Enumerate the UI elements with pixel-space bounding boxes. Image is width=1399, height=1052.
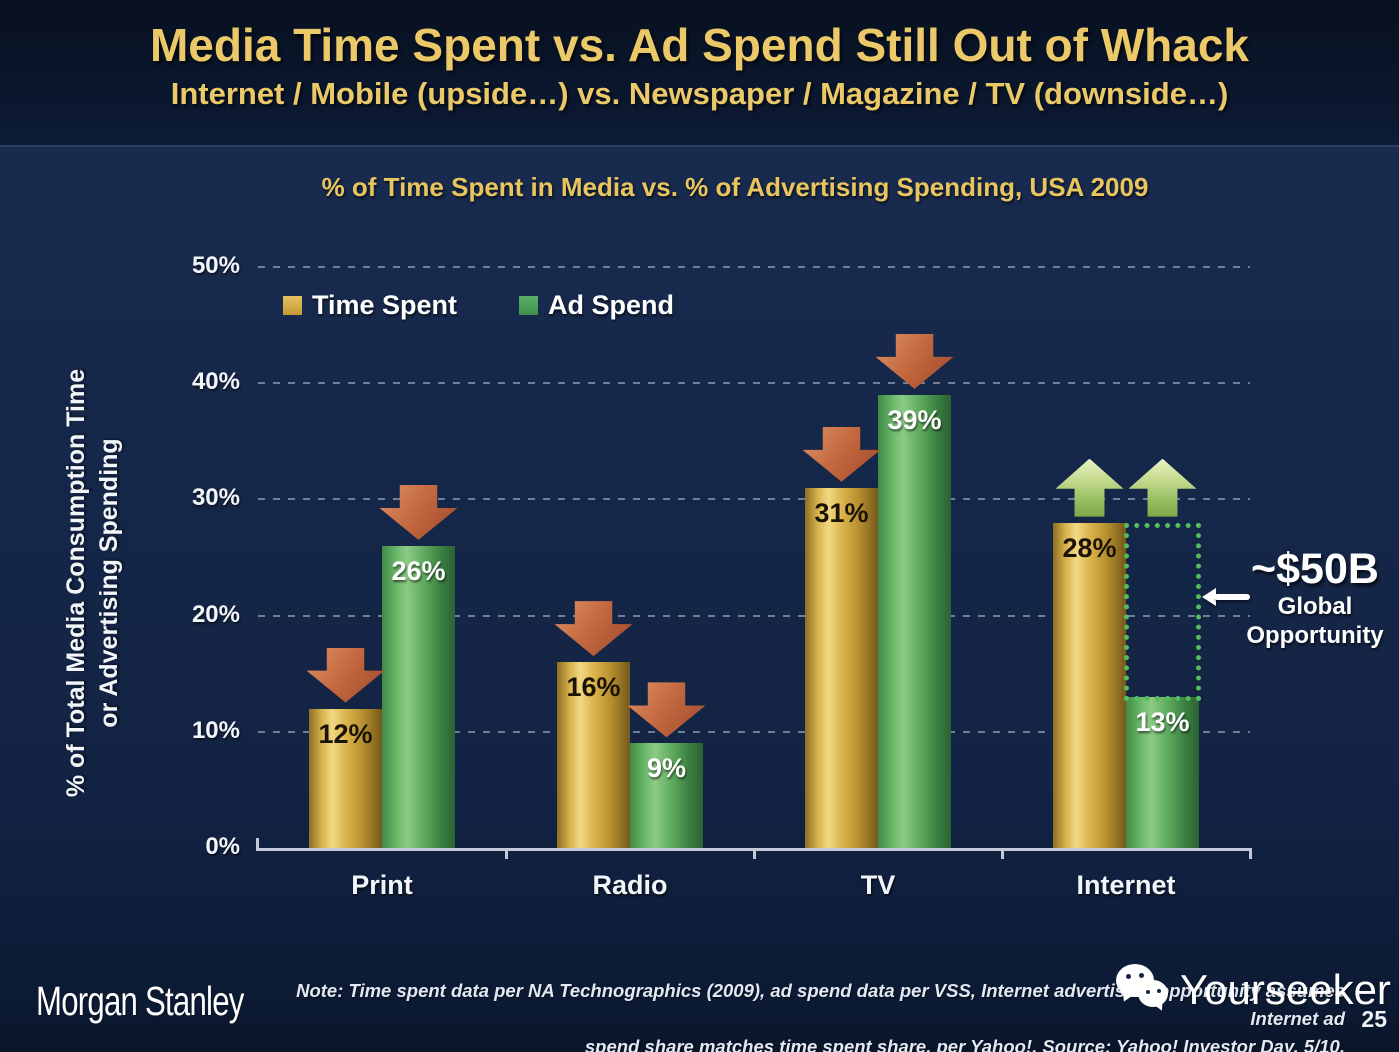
down-arrow-icon-tv-0	[802, 426, 881, 482]
legend-swatch-gold-icon	[283, 296, 302, 315]
category-label-print: Print	[351, 870, 413, 900]
annotation-left-arrow-icon	[1202, 588, 1252, 606]
slide-subtitle: Internet / Mobile (upside…) vs. Newspape…	[170, 76, 1229, 111]
annotation-line2: Global	[1277, 593, 1353, 620]
legend-item-ad-spend: Ad Spend	[519, 290, 674, 321]
bar-internet-time-spent	[1053, 522, 1126, 848]
down-arrow-icon-radio-1	[627, 682, 706, 738]
annotation-headline: ~$50B	[1251, 545, 1379, 593]
x-axis-tick-start	[256, 838, 259, 848]
gridline-40%	[258, 382, 1250, 385]
gridline-20%	[258, 614, 1250, 617]
chart-title: % of Time Spent in Media vs. % of Advert…	[321, 172, 1149, 202]
chart-legend: Time Spent Ad Spend	[283, 290, 674, 321]
value-label-radio-time-spent: 16%	[566, 672, 621, 703]
up-arrow-icon-internet-1	[1128, 458, 1197, 517]
value-label-tv-ad-spend: 39%	[887, 404, 942, 435]
annotation-line3: Opportunity	[1246, 622, 1384, 649]
slide-header: Media Time Spent vs. Ad Spend Still Out …	[0, 0, 1399, 147]
bar-radio-ad-spend	[630, 743, 703, 848]
x-axis-tick-3	[1001, 850, 1004, 859]
footnote-line1: Note: Time spent data per NA Technograph…	[296, 980, 1345, 1029]
category-label-radio: Radio	[592, 870, 668, 900]
x-axis-line	[256, 848, 1252, 851]
gridline-30%	[258, 498, 1250, 501]
slide-title: Media Time Spent vs. Ad Spend Still Out …	[149, 19, 1250, 71]
opportunity-gap-box	[1124, 522, 1201, 701]
y-tick-label-20%: 20%	[191, 600, 240, 628]
up-arrow-icon-internet-0	[1055, 458, 1124, 517]
gridline-10%	[258, 730, 1250, 733]
bar-radio-time-spent	[557, 662, 630, 848]
legend-label-time-spent: Time Spent	[312, 290, 458, 320]
footnote: Note: Time spent data per NA Technograph…	[285, 977, 1345, 1052]
value-label-internet-ad-spend: 13%	[1135, 706, 1190, 737]
watermark-text: Yourseeker	[1180, 966, 1391, 1013]
bar-tv-ad-spend	[878, 394, 951, 848]
page-number: 25	[1361, 1006, 1387, 1032]
legend-swatch-green-icon	[519, 296, 539, 315]
bar-internet-ad-spend	[1126, 696, 1199, 848]
x-axis-tick-4	[1249, 850, 1252, 859]
down-arrow-icon-print-1	[379, 484, 458, 540]
wechat-icon	[1116, 964, 1174, 1016]
y-tick-label-40%: 40%	[191, 368, 240, 396]
y-tick-label-10%: 10%	[191, 716, 240, 744]
y-tick-label-0%: 0%	[205, 833, 240, 860]
y-axis-title-line1: % of Total Media Consumption Time	[62, 368, 90, 798]
y-axis-title: % of Total Media Consumption Time or Adv…	[60, 273, 136, 893]
y-axis-title-line2: or Advertising Spending	[95, 438, 123, 728]
gridline-50%	[258, 266, 1250, 268]
bar-tv-time-spent	[805, 487, 878, 848]
watermark: Yourseeker	[1116, 964, 1391, 1016]
category-label-tv: TV	[860, 870, 896, 900]
bar-print-ad-spend	[382, 545, 455, 848]
opportunity-annotation: ~$50B Global Opportunity	[1245, 546, 1385, 650]
legend-label-ad-spend: Ad Spend	[548, 290, 675, 320]
x-axis-tick-2	[753, 850, 756, 859]
value-label-radio-ad-spend: 9%	[646, 753, 687, 784]
value-label-print-time-spent: 12%	[318, 718, 373, 749]
down-arrow-icon-tv-1	[875, 333, 954, 389]
value-label-internet-time-spent: 28%	[1062, 532, 1117, 563]
value-label-print-ad-spend: 26%	[391, 555, 446, 586]
y-tick-label-30%: 30%	[191, 484, 240, 512]
category-label-internet: Internet	[1076, 870, 1176, 900]
value-label-tv-time-spent: 31%	[814, 497, 869, 528]
morgan-stanley-logo: Morgan Stanley	[36, 978, 244, 1024]
down-arrow-icon-radio-0	[554, 601, 633, 657]
down-arrow-icon-print-0	[306, 647, 385, 703]
y-tick-label-50%: 50%	[191, 252, 240, 279]
footnote-line2: spend share matches time spent share, pe…	[584, 1036, 1345, 1052]
x-axis-tick-1	[505, 850, 508, 859]
legend-item-time-spent: Time Spent	[283, 290, 457, 321]
bar-print-time-spent	[309, 708, 382, 848]
